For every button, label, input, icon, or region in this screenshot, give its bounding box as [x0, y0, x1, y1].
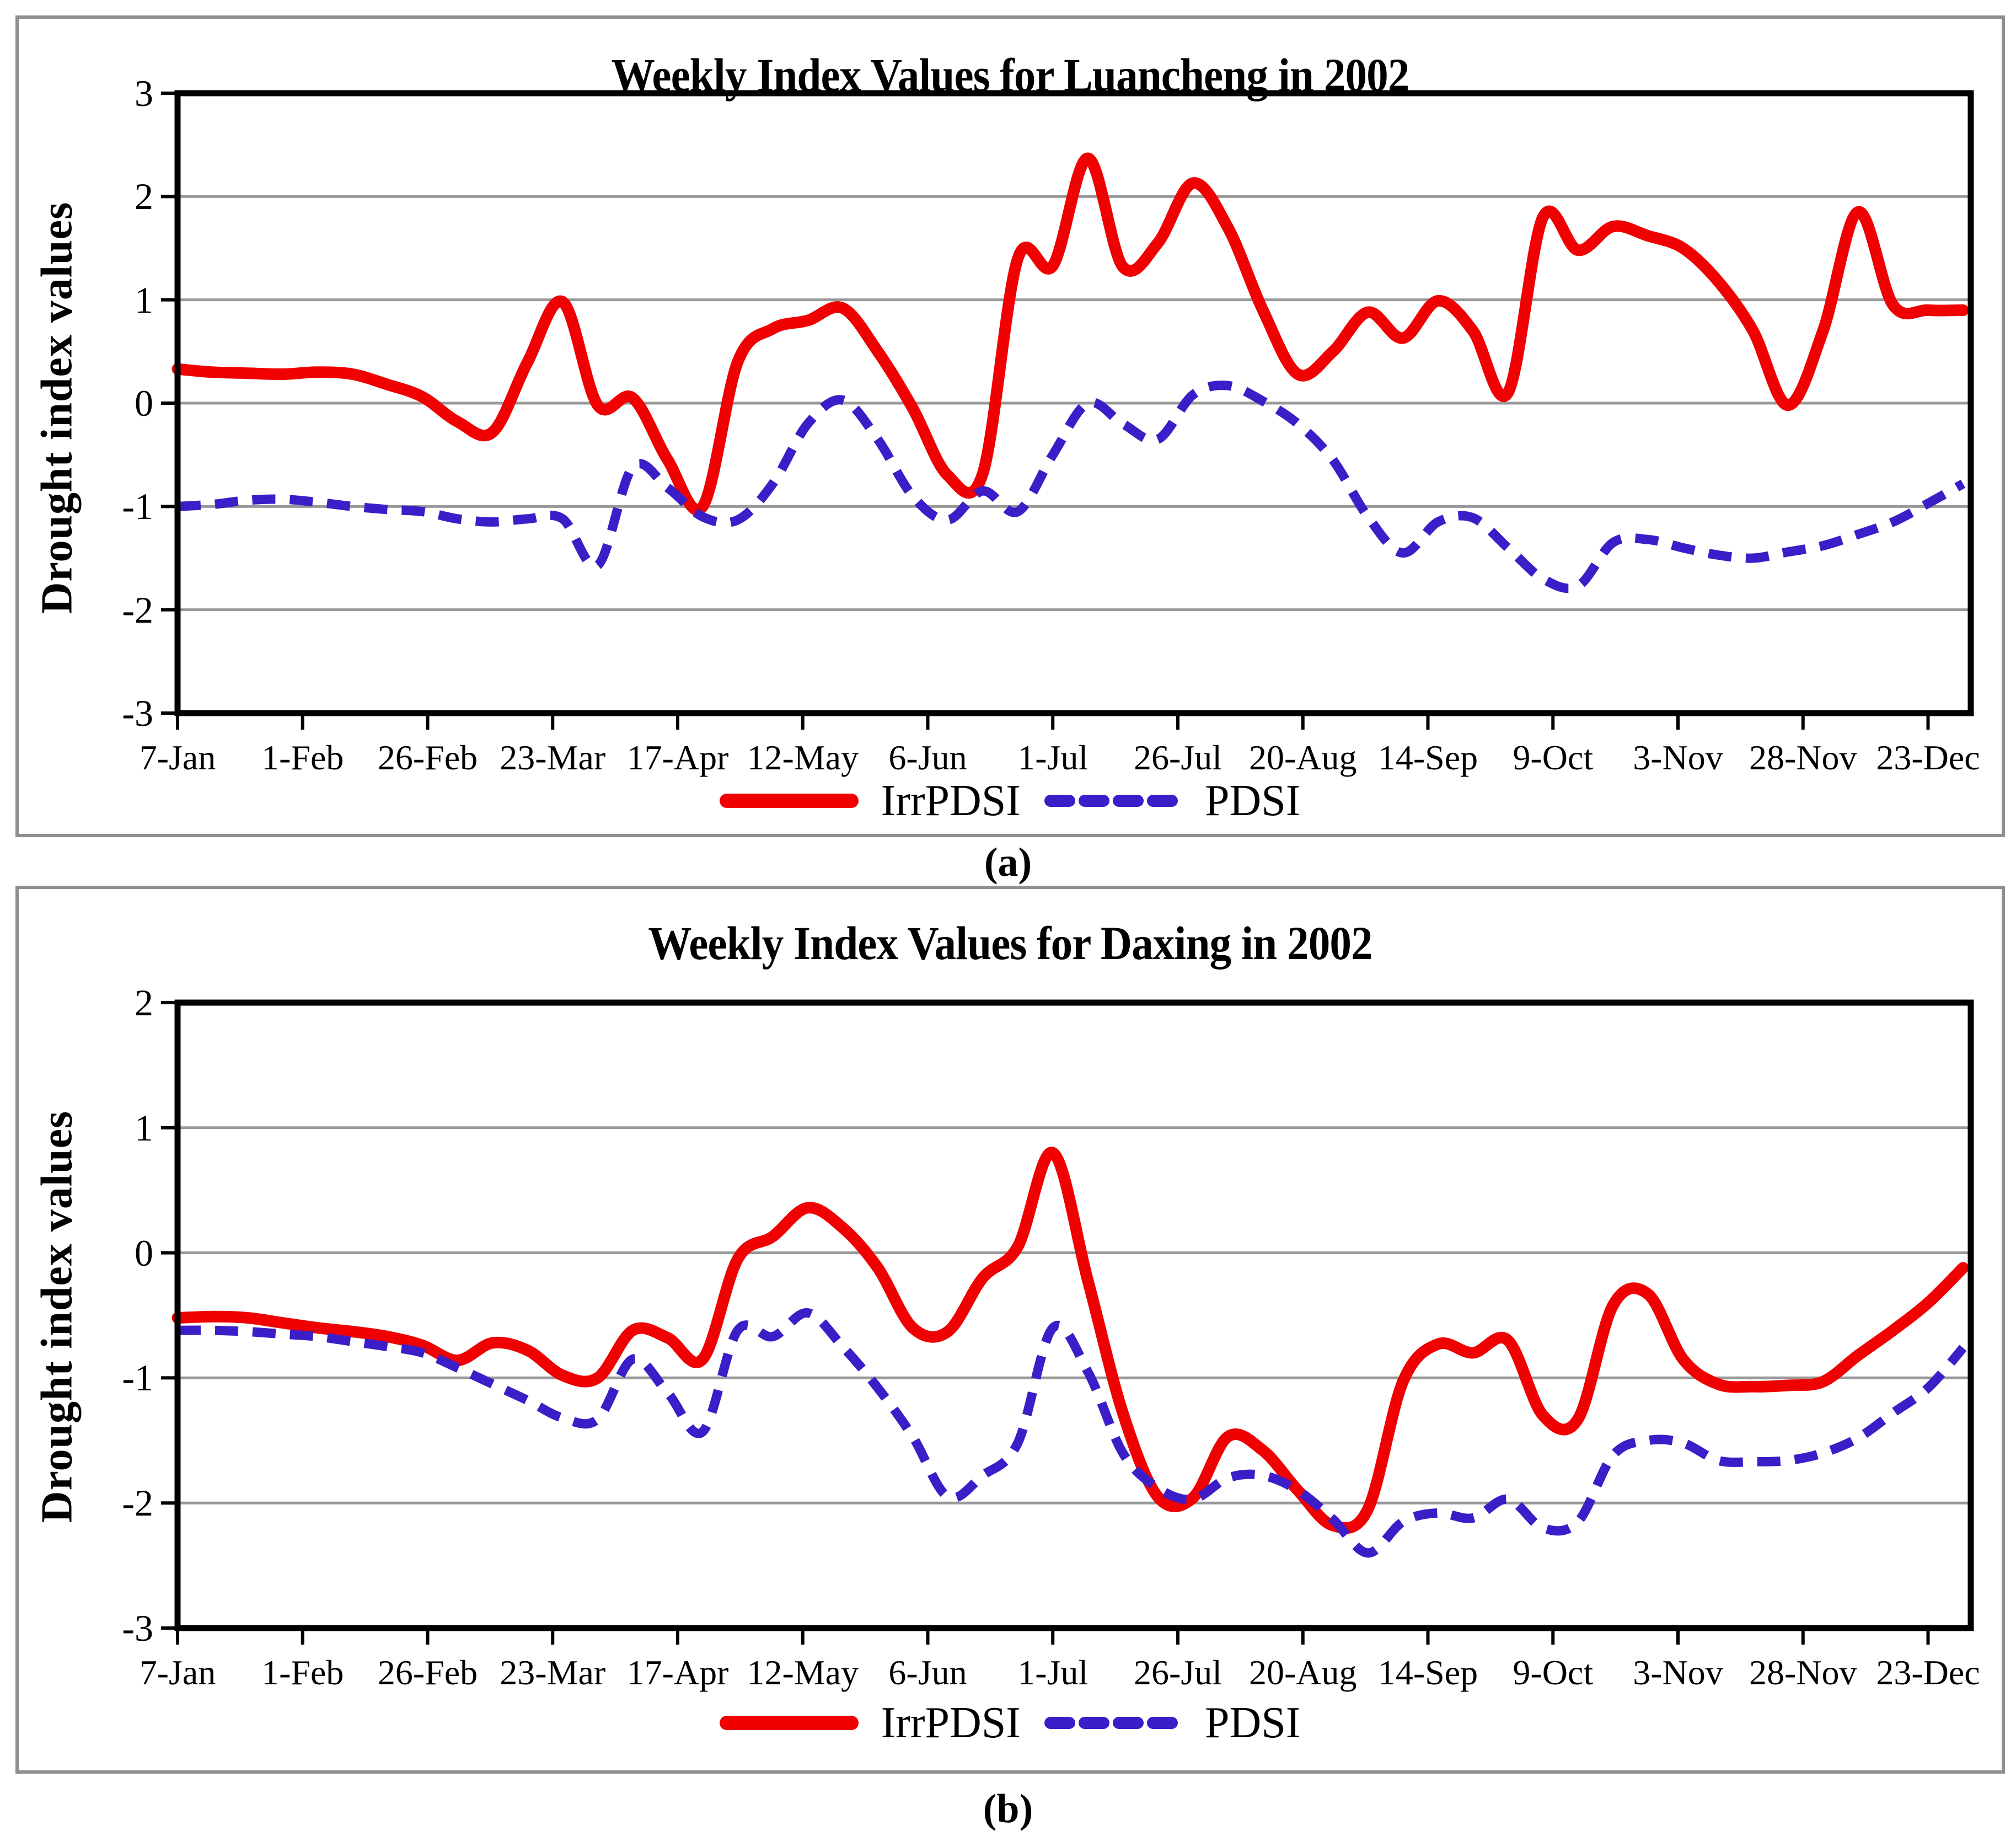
caption-b: (b) [983, 1786, 1033, 1832]
y-tick-label: 0 [135, 1232, 153, 1274]
x-tick-label: 1-Jul [1017, 738, 1089, 777]
y-tick-label: -2 [122, 588, 153, 631]
pdsi-line-sample [1044, 1715, 1182, 1731]
irrpdsi-line-sample [719, 793, 859, 809]
irrpdsi-line [171, 1147, 1969, 1534]
x-tick-label: 28-Nov [1749, 738, 1857, 777]
plot-border [174, 90, 1974, 716]
legend-label-irrpdsi: IrrPDSI [881, 777, 1021, 825]
x-tick-label: 1-Feb [261, 1653, 344, 1692]
pdsi-line [177, 381, 1966, 593]
y-tick-label: 0 [135, 382, 153, 424]
y-axis-title: Drought index values [33, 1110, 82, 1523]
y-tick-label: -1 [122, 485, 153, 528]
y-tick-label: 1 [135, 279, 153, 321]
y-tick-label: 2 [135, 982, 153, 1024]
y-tick-label: 1 [135, 1106, 153, 1149]
irrpdsi-line-sample [719, 1715, 859, 1731]
x-tick-label: 17-Apr [626, 738, 729, 777]
legend: IrrPDSI PDSI [19, 1701, 2002, 1745]
x-tick-label: 3-Nov [1633, 738, 1723, 777]
x-tick-label: 6-Jun [888, 1653, 967, 1692]
irrpdsi-line [171, 152, 1969, 516]
chart-panel-luancheng: Weekly Index Values for Luancheng in 200… [15, 15, 2005, 837]
x-tick-label: 7-Jan [139, 1653, 216, 1692]
x-tick-label: 26-Jul [1134, 1653, 1222, 1692]
x-tick-label: 20-Aug [1248, 1653, 1357, 1692]
y-tick-label: -3 [122, 1607, 153, 1649]
chart-svg [161, 999, 1974, 1645]
x-tick-label: 3-Nov [1633, 1653, 1723, 1692]
chart-title-daxing: Weekly Index Values for Daxing in 2002 [648, 917, 1372, 970]
caption-a: (a) [984, 840, 1032, 885]
legend-label-pdsi: PDSI [1204, 1699, 1301, 1747]
x-tick-label: 20-Aug [1248, 738, 1357, 777]
pdsi-line [177, 1308, 1967, 1558]
x-tick-label: 7-Jan [139, 738, 216, 777]
x-tick-label: 17-Apr [626, 1653, 729, 1692]
x-tick-label: 28-Nov [1749, 1653, 1857, 1692]
x-tick-label: 14-Sep [1377, 738, 1478, 777]
plot-border [174, 999, 1974, 1631]
chart-panel-daxing: Weekly Index Values for Daxing in 2002 D… [15, 886, 2005, 1774]
x-tick-label: 23-Dec [1876, 1653, 1980, 1692]
x-tick-label: 9-Oct [1513, 738, 1594, 777]
y-tick-label: -3 [122, 692, 153, 734]
x-tick-label: 14-Sep [1377, 1653, 1478, 1692]
x-tick-label: 12-May [747, 1653, 859, 1692]
y-tick-label: 3 [135, 72, 153, 114]
y-tick-label: -1 [122, 1357, 153, 1399]
pdsi-line-sample [1044, 793, 1182, 809]
x-tick-label: 12-May [747, 738, 859, 777]
x-tick-label: 6-Jun [888, 738, 967, 777]
x-tick-label: 23-Dec [1876, 738, 1980, 777]
legend-label-irrpdsi: IrrPDSI [881, 1699, 1021, 1747]
legend: IrrPDSI PDSI [19, 779, 2002, 823]
x-tick-label: 9-Oct [1513, 1653, 1594, 1692]
x-tick-label: 23-Mar [500, 1653, 606, 1692]
legend-label-pdsi: PDSI [1204, 777, 1301, 825]
x-tick-label: 26-Jul [1134, 738, 1222, 777]
y-tick-label: 2 [135, 175, 153, 218]
x-tick-label: 23-Mar [500, 738, 606, 777]
x-tick-label: 1-Feb [261, 738, 344, 777]
x-tick-label: 26-Feb [377, 1653, 478, 1692]
x-tick-label: 1-Jul [1017, 1653, 1089, 1692]
chart-svg [161, 90, 1974, 730]
x-tick-label: 26-Feb [377, 738, 478, 777]
y-tick-label: -2 [122, 1482, 153, 1524]
